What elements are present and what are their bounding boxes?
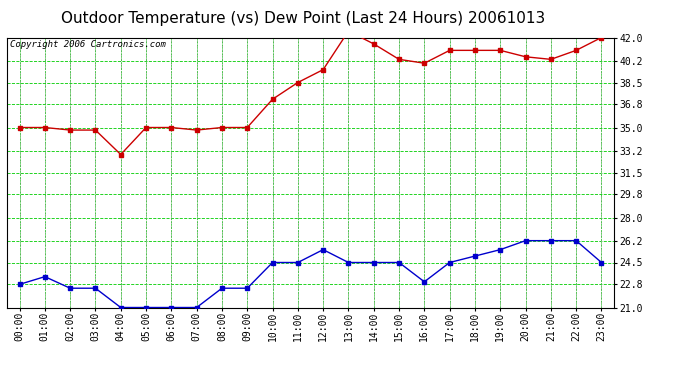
Text: Copyright 2006 Cartronics.com: Copyright 2006 Cartronics.com: [10, 40, 166, 49]
Text: Outdoor Temperature (vs) Dew Point (Last 24 Hours) 20061013: Outdoor Temperature (vs) Dew Point (Last…: [61, 11, 546, 26]
